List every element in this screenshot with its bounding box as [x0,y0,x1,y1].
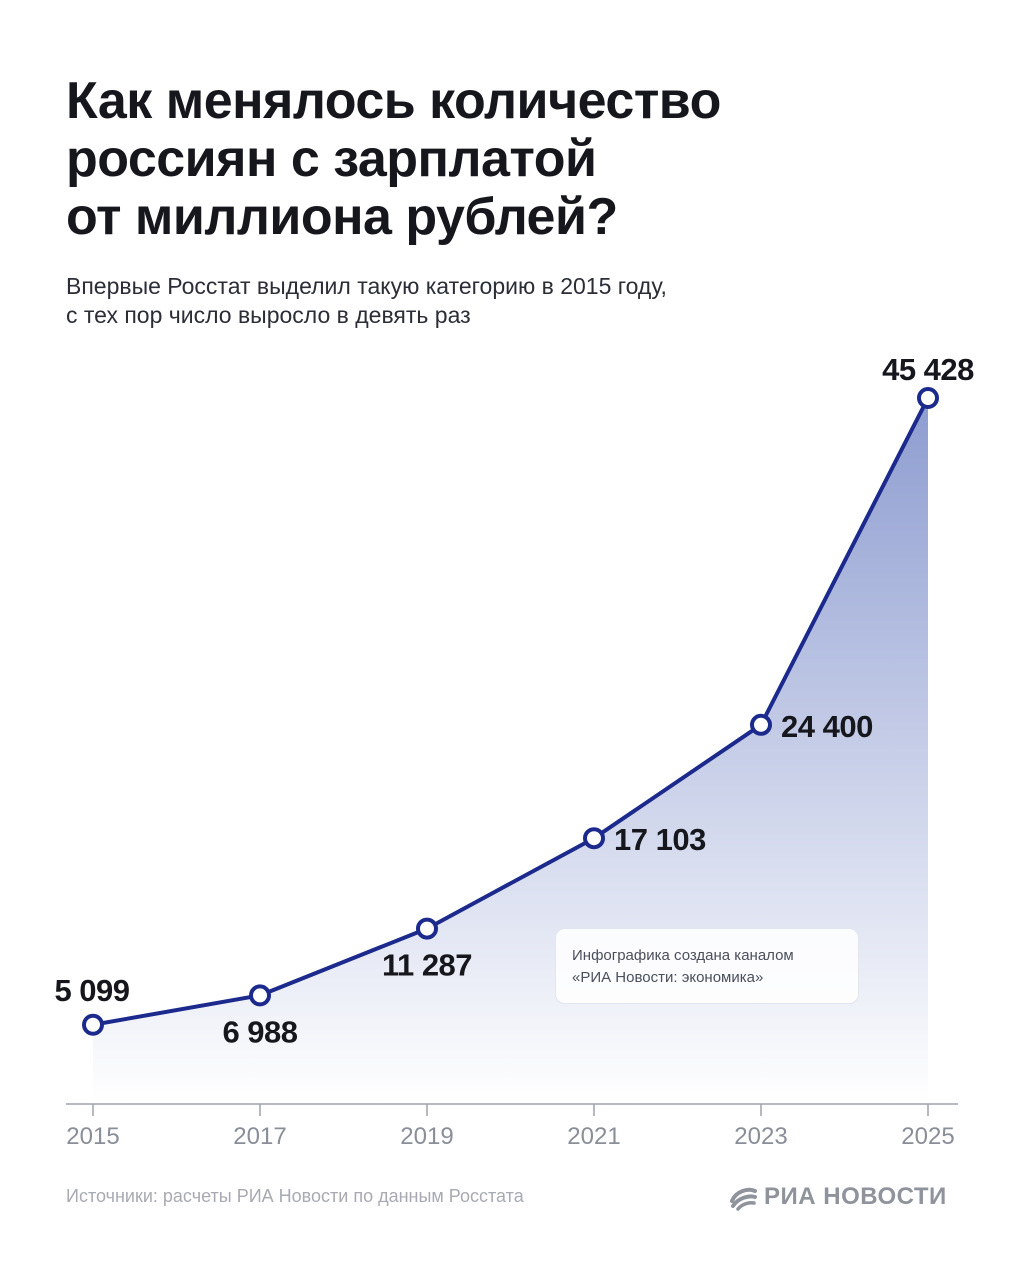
data-label: 45 428 [882,352,974,387]
series-line [92,397,930,1027]
x-tick-label: 2021 [567,1123,620,1150]
x-tick-label: 2017 [233,1123,286,1150]
source-note: Источники: расчеты РИА Новости по данным… [66,1186,524,1206]
x-tick-label: 2023 [734,1123,787,1150]
page-title: Как менялось количество россиян с зарпла… [66,72,721,246]
data-label: 6 988 [222,1014,297,1049]
data-point [583,827,605,850]
watermark-note: Инфографика создана каналом «РИА Новости… [555,928,859,1004]
publisher-name: РИА НОВОСТИ [764,1183,947,1210]
ria-novosti-globe-icon [730,1187,757,1211]
page-subtitle: Впервые Росстат выделил такую категорию … [66,273,667,328]
data-point [917,387,939,409]
publisher-logo[interactable]: РИА НОВОСТИ [728,1180,947,1214]
data-point [750,713,772,736]
x-tick-label: 2015 [66,1123,119,1150]
data-label: 5 099 [54,973,129,1008]
data-label: 17 103 [614,822,706,857]
x-tick-label: 2025 [901,1123,954,1150]
data-label: 24 400 [781,709,873,744]
data-point [416,917,438,940]
data-point [249,984,271,1007]
area-fill [93,398,928,1104]
data-point [82,1013,104,1036]
x-tick-label: 2019 [400,1123,453,1150]
data-label: 11 287 [382,948,472,983]
